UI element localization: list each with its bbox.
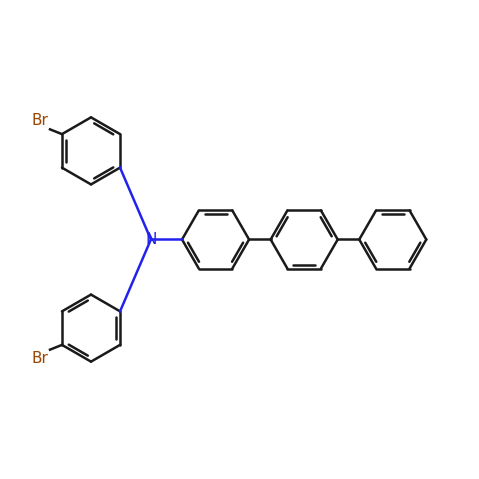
Text: N: N <box>145 232 157 247</box>
Text: Br: Br <box>32 114 48 128</box>
Text: Br: Br <box>32 351 48 365</box>
